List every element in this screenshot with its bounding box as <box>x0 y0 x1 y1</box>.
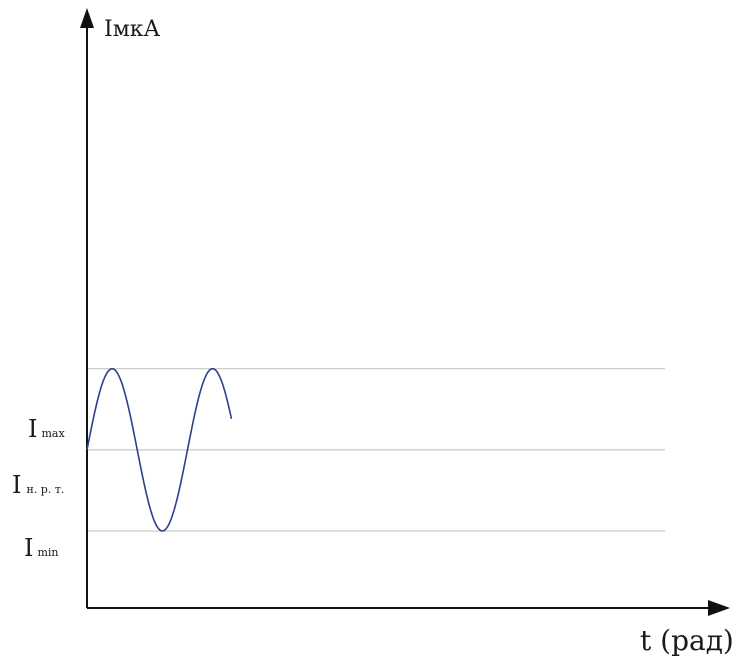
label-imax-sub: max <box>41 427 65 440</box>
x-axis-arrow <box>708 600 730 616</box>
label-imax-main: I <box>28 415 37 443</box>
reference-lines <box>87 368 665 532</box>
label-inrt-sub: н. р. т. <box>26 483 64 496</box>
y-axis-label: IмкА <box>104 17 161 42</box>
label-inrt-main: I <box>12 471 21 499</box>
label-imin-sub: min <box>37 546 58 559</box>
x-axis-label: t (рад) <box>640 624 734 657</box>
label-imin-main: I <box>24 534 33 562</box>
current-curve <box>86 367 233 532</box>
y-axis-arrow <box>80 8 94 28</box>
axes <box>80 8 730 616</box>
